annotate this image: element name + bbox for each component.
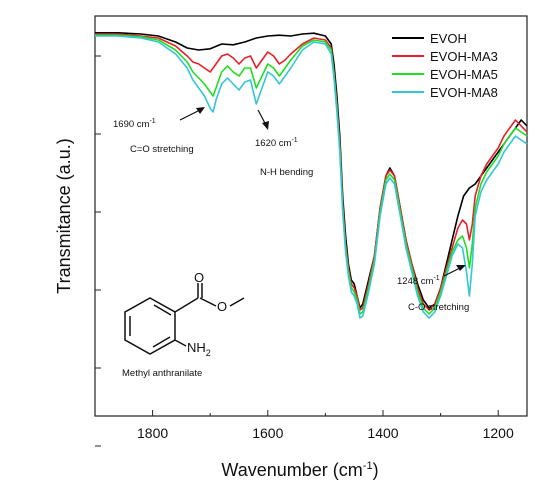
annotation-1690-assignment: C=O stretching (130, 144, 194, 155)
x-tick-label: 1200 (483, 425, 514, 441)
molecule-methyl-anthranilate (124, 283, 245, 355)
molecule-name: Methyl anthranilate (122, 368, 202, 379)
x-tick-label: 1400 (367, 425, 398, 441)
annotation-1620: 1620 cm-1 N-H bending (255, 109, 313, 178)
legend-label-evoh-ma8: EVOH-MA8 (430, 85, 498, 100)
ester-oxygen-label: O (217, 299, 227, 314)
annotation-1248-arrowhead (456, 265, 466, 271)
ring-double-bond-1 (153, 304, 172, 316)
ester-bond (174, 297, 199, 313)
ester-o-bond (199, 297, 217, 307)
series-line-evoh-ma3 (95, 33, 528, 311)
annotation-1248: 1248 cm-1 C-O stretching (397, 265, 469, 313)
legend-label-evoh-ma5: EVOH-MA5 (430, 67, 498, 82)
plot-frame (94, 15, 528, 417)
series-line-evoh (95, 31, 528, 309)
x-axis-title: Wavenumber (cm-1) (221, 460, 378, 480)
annotation-1620-value: 1620 cm-1 (255, 137, 298, 149)
annotation-1690: 1690 cm-1 C=O stretching (113, 107, 205, 155)
annotation-1690-arrowhead (196, 107, 205, 114)
annotation-1248-arrow (443, 267, 461, 277)
annotation-1620-assignment: N-H bending (260, 167, 313, 178)
legend: EVOH EVOH-MA3 EVOH-MA5 EVOH-MA8 (392, 31, 498, 100)
legend-label-evoh: EVOH (430, 31, 467, 46)
y-axis-title: Transmitance (a.u.) (54, 138, 74, 293)
series-line-evoh-ma8 (95, 35, 528, 319)
series-layer (95, 31, 528, 319)
amine-label: NH2 (187, 340, 211, 358)
annotation-1690-arrow (179, 109, 201, 121)
y-axis-ticks (95, 55, 101, 447)
amine-bond (174, 339, 187, 347)
benzene-ring (124, 297, 176, 355)
x-tick-label: 1600 (252, 425, 283, 441)
legend-label-evoh-ma3: EVOH-MA3 (430, 49, 498, 64)
x-tick-label: 1800 (137, 425, 168, 441)
annotation-1620-arrowhead (262, 121, 269, 130)
ring-double-bond-2 (152, 336, 171, 348)
methyl-bond (229, 297, 245, 307)
annotation-1248-assignment: C-O stretching (408, 302, 469, 313)
annotation-1248-value: 1248 cm-1 (397, 275, 440, 287)
carbonyl-oxygen-label: O (194, 270, 204, 285)
x-axis-ticks: 1800 1600 1400 1200 (94, 410, 514, 441)
annotation-1690-value: 1690 cm-1 (113, 118, 156, 130)
